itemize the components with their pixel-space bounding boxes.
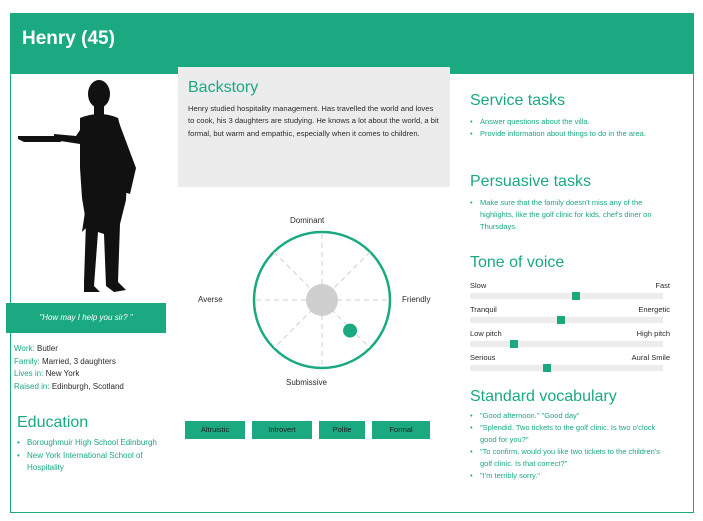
vocabulary-item: "I'm terribly sorry." (470, 470, 670, 482)
backstory-title: Backstory (188, 79, 259, 96)
tone-marker (556, 316, 565, 324)
persona-name: Henry (45) (22, 28, 115, 49)
fact-raised-in: Raised in: Edinburgh, Scotland (14, 381, 124, 391)
service-task-item: Answer questions about the villa. (470, 116, 670, 128)
trait-tag: Polite (319, 421, 365, 439)
vocabulary-item: "Good afternoon." "Good day" (470, 410, 670, 422)
education-title: Education (17, 414, 89, 431)
compass-label-right: Friendly (402, 295, 431, 304)
tone-of-voice: Tone of voice Slow Fast Tranquil Energet… (470, 254, 670, 377)
service-task-item: Provide information about things to do i… (470, 128, 670, 140)
service-tasks-title: Service tasks (470, 92, 566, 109)
vocabulary-title: Standard vocabulary (470, 388, 617, 405)
tone-scale: Slow Fast (470, 281, 670, 305)
compass-circle (252, 230, 392, 370)
tone-marker (510, 340, 519, 348)
compass-label-left: Averse (198, 295, 223, 304)
persuasive-tasks-title: Persuasive tasks (470, 173, 591, 190)
backstory-panel: Backstory Henry studied hospitality mana… (178, 67, 450, 187)
persona-quote: "How may I help you sir? " (6, 303, 166, 333)
fact-work: Work: Butler (14, 344, 58, 353)
vocabulary-item: "To confirm, would you like two tickets … (470, 446, 670, 470)
service-tasks: Service tasks Answer questions about the… (470, 92, 670, 140)
persuasive-tasks: Persuasive tasks Make sure that the fami… (470, 173, 670, 233)
compass-label-bottom: Submissive (286, 378, 327, 387)
header-bar: Henry (45) (11, 14, 693, 74)
persona-facts: Work: Butler Family: Married, 3 daughter… (14, 343, 124, 393)
education-item: New York International School of Hospita… (17, 450, 177, 474)
tone-of-voice-title: Tone of voice (470, 254, 565, 271)
personality-compass: Dominant Submissive Averse Friendly (190, 198, 440, 388)
education-item: Boroughmuir High School Edinburgh (17, 437, 177, 449)
fact-lives-in: Lives in: New York (14, 369, 80, 378)
tone-scale: Low pitch High pitch (470, 329, 670, 353)
tone-scale: Tranquil Energetic (470, 305, 670, 329)
trait-tags: Altruistic Introvert Polite Formal (185, 421, 430, 439)
tone-marker (572, 292, 581, 300)
trait-tag: Formal (372, 421, 430, 439)
trait-tag: Altruistic (185, 421, 245, 439)
vocabulary-item: "Splendid. Two tickets to the golf clini… (470, 422, 670, 446)
tone-scale: Serious Aural Smile (470, 353, 670, 377)
trait-tag: Introvert (252, 421, 312, 439)
persuasive-task-item: Make sure that the family doesn't miss a… (470, 197, 670, 233)
compass-position-marker (343, 323, 358, 338)
standard-vocabulary: Standard vocabulary "Good afternoon." "G… (470, 388, 670, 482)
butler-silhouette-icon (18, 80, 136, 292)
fact-family: Family: Married, 3 daughters (14, 356, 116, 366)
tone-marker (543, 364, 552, 372)
compass-label-top: Dominant (290, 216, 325, 225)
education-list: Boroughmuir High School Edinburgh New Yo… (17, 437, 177, 475)
backstory-text: Henry studied hospitality management. Ha… (188, 104, 439, 138)
